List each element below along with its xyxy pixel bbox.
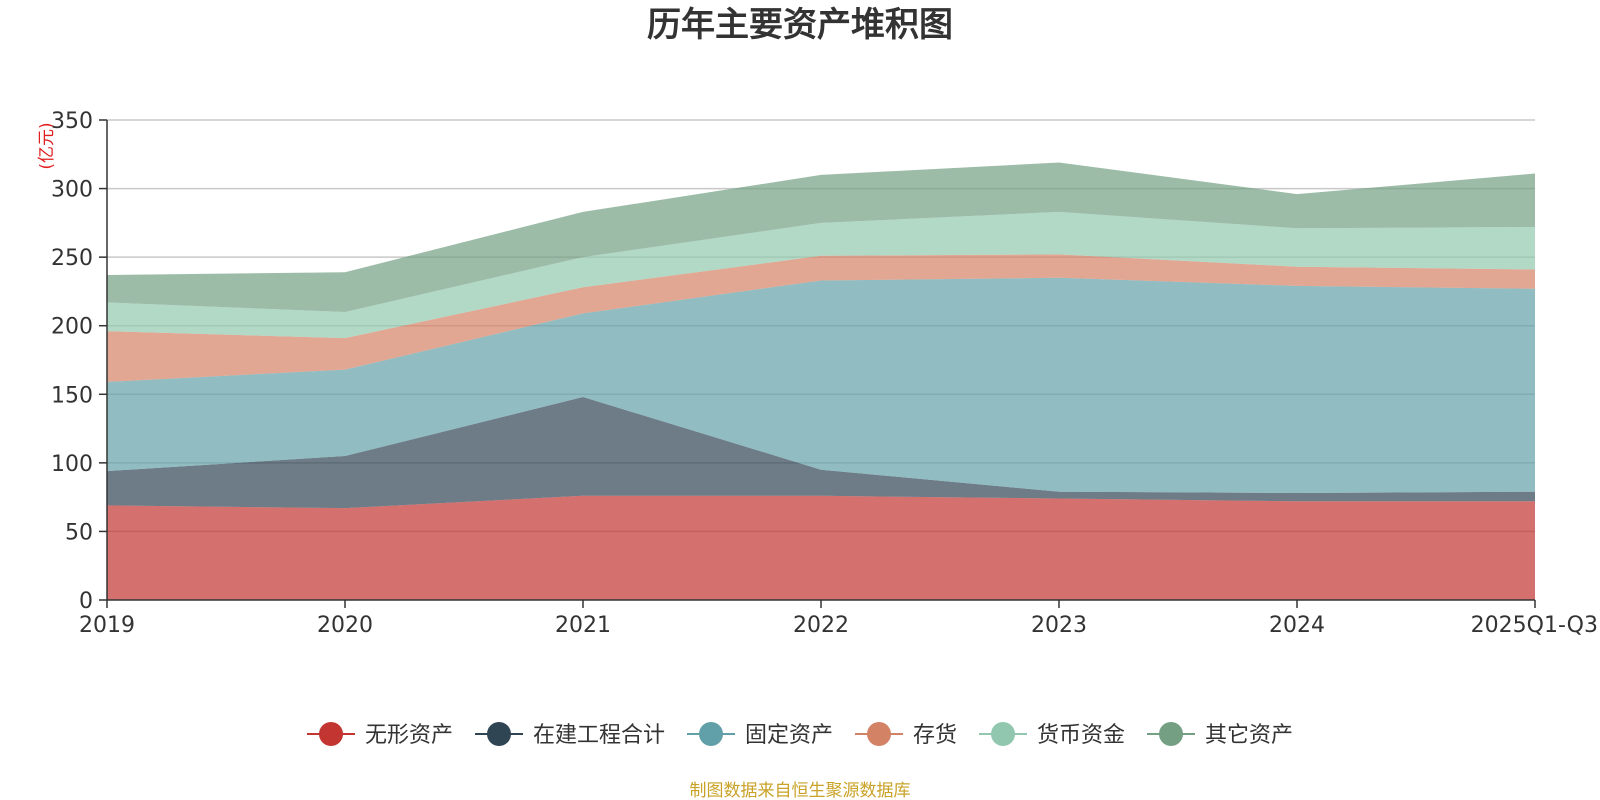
- chart-title: 历年主要资产堆积图: [647, 5, 953, 45]
- legend-label: 货币资金: [1037, 723, 1125, 748]
- y-tick-label: 300: [51, 178, 93, 203]
- y-tick-label: 0: [79, 589, 93, 614]
- legend-item-4: 存货: [855, 722, 957, 748]
- legend-label: 在建工程合计: [533, 723, 665, 748]
- legend-marker: [867, 722, 891, 746]
- area-series-6: [107, 162, 1535, 312]
- area-series-5: [107, 211, 1535, 339]
- legend-label: 存货: [913, 723, 957, 748]
- legend-marker: [319, 722, 343, 746]
- y-tick-label: 200: [51, 315, 93, 340]
- legend-label: 固定资产: [745, 723, 833, 748]
- y-tick-label: 150: [51, 383, 93, 408]
- x-tick-label: 2021: [555, 613, 611, 638]
- legend-label: 其它资产: [1205, 723, 1293, 748]
- y-tick-label: 350: [51, 109, 93, 134]
- x-tick-label: 2024: [1269, 613, 1325, 638]
- y-tick-label: 100: [51, 452, 93, 477]
- y-tick-label: 250: [51, 246, 93, 271]
- y-tick-label: 50: [65, 520, 93, 545]
- legend-marker: [699, 722, 723, 746]
- legend-marker: [487, 722, 511, 746]
- legend-item-1: 无形资产: [307, 722, 453, 748]
- legend-item-6: 其它资产: [1147, 722, 1293, 748]
- area-series-1: [107, 495, 1535, 600]
- legend: 无形资产 在建工程合计 固定资产 存货 货币资金 其它资产: [307, 722, 1293, 748]
- data-source-note: 制图数据来自恒生聚源数据库: [690, 781, 911, 800]
- area-series: [107, 162, 1535, 600]
- y-axis-ticks: 0 50 100 150 200 250 300 350: [51, 109, 107, 614]
- area-series-2: [107, 397, 1535, 509]
- legend-marker: [1159, 722, 1183, 746]
- x-tick-label: 2020: [317, 613, 373, 638]
- legend-marker: [991, 722, 1015, 746]
- legend-item-2: 在建工程合计: [475, 722, 665, 748]
- y-axis-unit-label: (亿元): [37, 122, 57, 169]
- legend-item-3: 固定资产: [687, 722, 833, 748]
- legend-label: 无形资产: [365, 723, 453, 748]
- area-series-3: [107, 277, 1535, 493]
- legend-item-5: 货币资金: [979, 722, 1125, 748]
- area-series-4: [107, 254, 1535, 382]
- x-tick-label: 2023: [1031, 613, 1087, 638]
- x-tick-label: 2025Q1-Q3: [1471, 613, 1598, 638]
- x-tick-label: 2022: [793, 613, 849, 638]
- x-axis-ticks: 2019 2020 2021 2022 2023 2024 2025Q1-Q3: [79, 600, 1598, 638]
- x-tick-label: 2019: [79, 613, 135, 638]
